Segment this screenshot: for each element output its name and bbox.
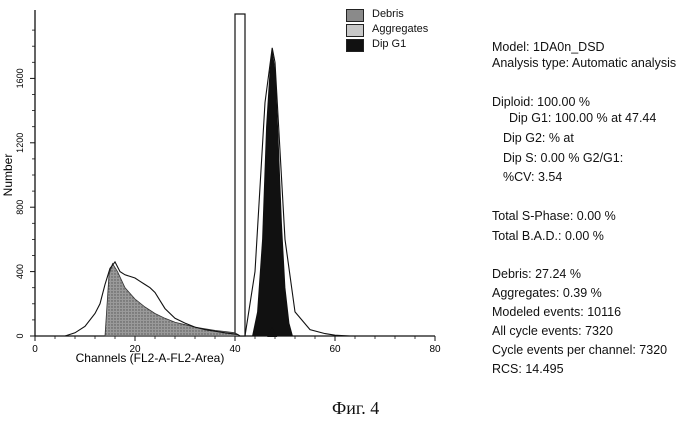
stat-aggregates: Aggregates: 0.39 % (492, 286, 602, 300)
x-tick-label-0: 0 (32, 344, 38, 355)
stat-cycle-events-per-channel: Cycle events per channel: 7320 (492, 343, 667, 357)
stat-modeled-events: Modeled events: 10116 (492, 305, 621, 319)
x-tick-label-80: 80 (429, 344, 441, 355)
legend-label-dip-g1: Dip G1 (372, 38, 406, 50)
stat-rcs: RCS: 14.495 (492, 362, 564, 376)
stat-dip-g2: Dip G2: % at (503, 131, 574, 145)
stat-total-s-phase: Total S-Phase: 0.00 % (492, 209, 616, 223)
stat-analysis-type: Analysis type: Automatic analysis (492, 56, 676, 70)
legend-label-aggregates: Aggregates (372, 23, 428, 35)
y-tick-label-0: 0 (15, 333, 25, 338)
x-tick-label-40: 40 (229, 344, 241, 355)
stat-debris: Debris: 27.24 % (492, 267, 581, 281)
legend-swatch-dip-g1 (346, 39, 364, 52)
x-tick-label-60: 60 (329, 344, 341, 355)
y-tick-label-1600: 1600 (15, 68, 25, 88)
legend-swatch-aggregates (346, 24, 364, 37)
dip-g1-peak (253, 51, 293, 336)
stat-cv: %CV: 3.54 (503, 170, 562, 184)
y-tick-label-1200: 1200 (15, 133, 25, 153)
stat-total-bad: Total B.A.D.: 0.00 % (492, 229, 604, 243)
y-tick-label-400: 400 (15, 264, 25, 279)
stat-diploid: Diploid: 100.00 % (492, 95, 590, 109)
stat-model: Model: 1DA0n_DSD (492, 40, 605, 54)
stat-all-cycle-events: All cycle events: 7320 (492, 324, 613, 338)
figure-caption: Фиг. 4 (332, 398, 379, 419)
stat-dip-g1: Dip G1: 100.00 % at 47.44 (509, 111, 656, 125)
legend-label-debris: Debris (372, 8, 404, 20)
y-axis-label: Number (1, 154, 15, 197)
stat-dip-s: Dip S: 0.00 % G2/G1: (503, 151, 623, 165)
legend-swatch-debris (346, 9, 364, 22)
plot-area: 040080012001600020406080Channels (FL2-A-… (1, 10, 441, 365)
aggregates-bar (235, 14, 245, 336)
y-tick-label-800: 800 (15, 200, 25, 215)
x-axis-label: Channels (FL2-A-FL2-Area) (76, 351, 225, 365)
